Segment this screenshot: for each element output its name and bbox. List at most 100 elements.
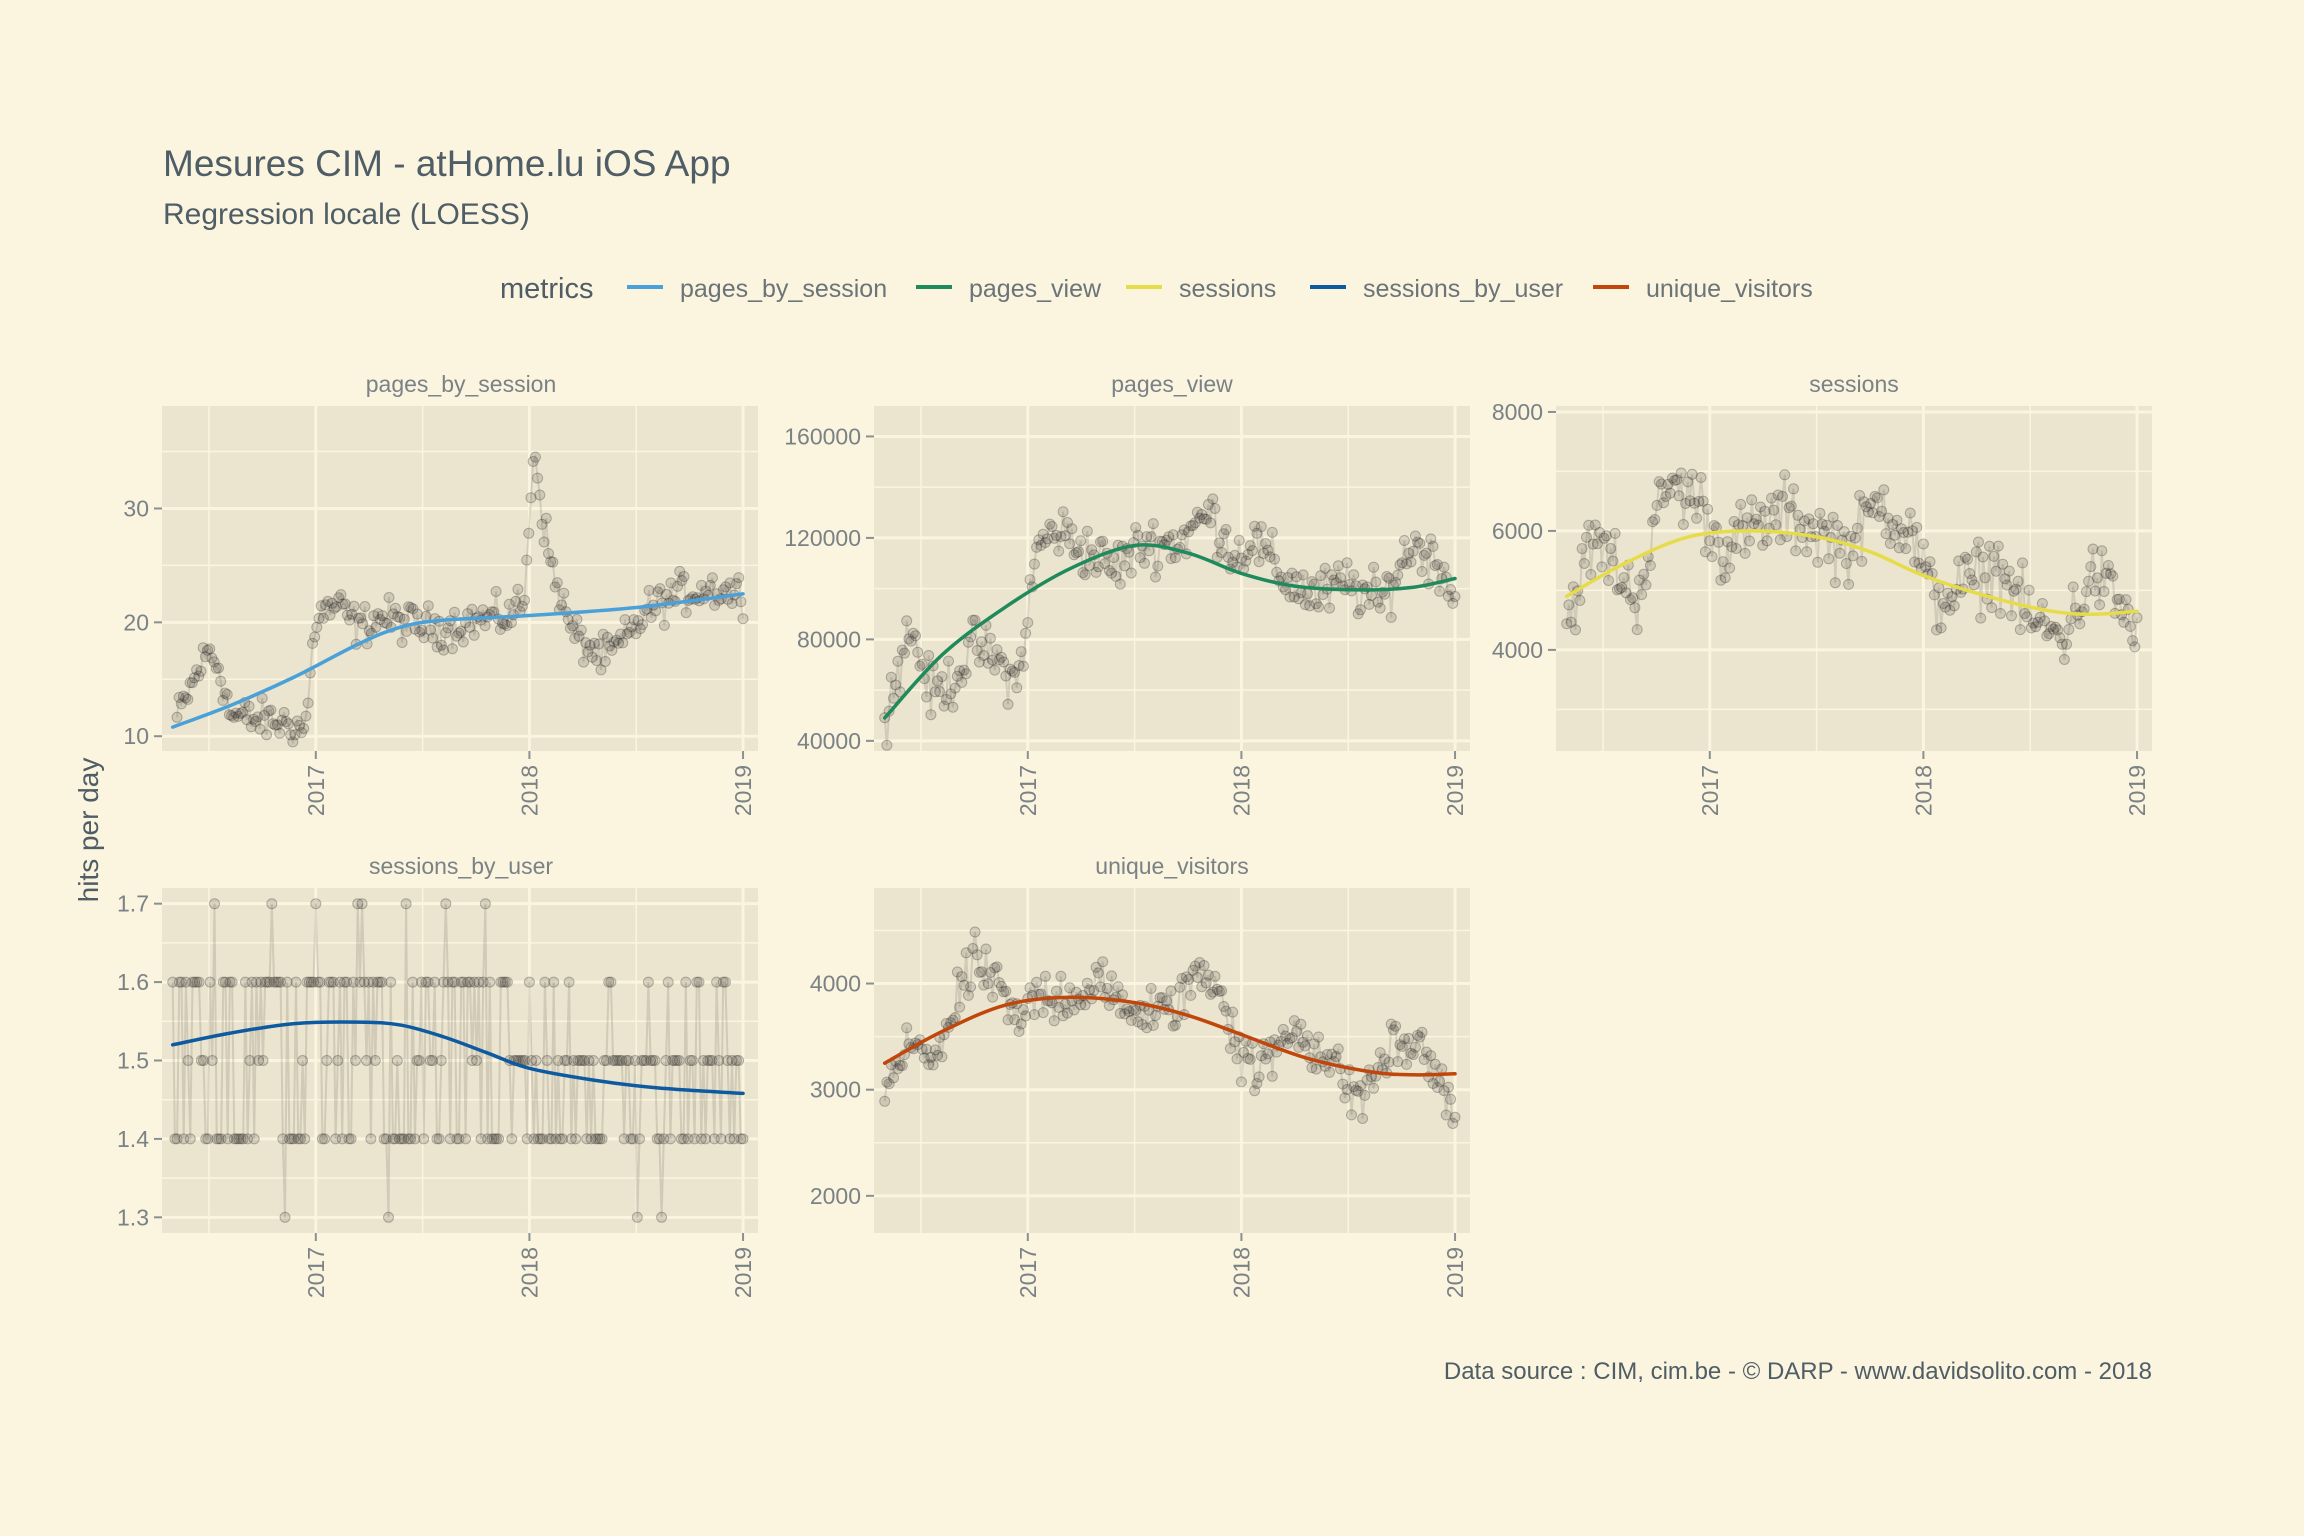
- observed-point: [1398, 1033, 1410, 1045]
- observed-point: [1396, 557, 1408, 569]
- observed-point: [1783, 502, 1795, 514]
- observed-point: [620, 1055, 632, 1066]
- observed-point: [1900, 543, 1912, 555]
- observed-point: [976, 966, 988, 978]
- observed-point: [1293, 593, 1305, 605]
- observed-point: [2118, 616, 2130, 628]
- observed-point: [272, 719, 283, 731]
- observed-point: [605, 976, 617, 988]
- observed-point: [586, 651, 598, 663]
- observed-point: [1332, 1043, 1344, 1055]
- observed-point: [896, 1060, 908, 1072]
- observed-point: [230, 707, 242, 719]
- observed-point: [1398, 535, 1410, 546]
- observed-point: [1931, 624, 1943, 636]
- observed-point: [1361, 1074, 1373, 1086]
- observed-point: [1752, 519, 1764, 531]
- observed-point: [726, 598, 738, 609]
- observed-point: [372, 976, 383, 988]
- observed-point: [934, 686, 946, 698]
- observed-point: [1906, 525, 1918, 537]
- y-tick-label: 2000: [810, 1183, 861, 1209]
- observed-point: [896, 644, 908, 656]
- observed-point: [180, 976, 192, 988]
- facet-strip-label: unique_visitors: [1095, 853, 1248, 879]
- observed-point: [1269, 553, 1280, 565]
- observed-point: [1977, 551, 1989, 563]
- observed-point: [960, 668, 972, 680]
- observed-point: [1704, 535, 1716, 547]
- observed-point: [368, 610, 380, 622]
- observed-point: [669, 1055, 681, 1066]
- observed-point: [464, 976, 476, 988]
- observed-point: [1374, 602, 1386, 614]
- observed-point: [1147, 518, 1159, 530]
- y-tick-label: 30: [123, 495, 149, 521]
- observed-point: [1666, 472, 1678, 484]
- observed-point: [299, 1133, 311, 1145]
- observed-point: [1995, 608, 2006, 619]
- observed-point: [264, 976, 276, 988]
- observed-point: [278, 706, 290, 718]
- x-tick-label: 2017: [303, 1247, 329, 1298]
- observed-point: [464, 621, 476, 633]
- observed-point: [1838, 526, 1850, 538]
- observed-point: [621, 628, 633, 640]
- observed-point: [987, 991, 999, 1003]
- legend-title: metrics: [500, 273, 593, 305]
- observed-point: [1319, 562, 1331, 574]
- observed-point: [1854, 490, 1866, 501]
- observed-point: [706, 1055, 718, 1066]
- observed-point: [261, 729, 273, 741]
- observed-point: [343, 1133, 355, 1145]
- observed-point: [1418, 1054, 1430, 1065]
- observed-point: [1284, 591, 1296, 603]
- observed-point: [623, 1055, 634, 1066]
- observed-point: [1898, 527, 1910, 538]
- observed-point: [497, 976, 509, 988]
- observed-point: [973, 966, 985, 978]
- observed-point: [691, 976, 703, 988]
- observed-point: [1990, 565, 2002, 577]
- observed-point: [1185, 520, 1197, 532]
- observed-point: [1114, 1007, 1126, 1019]
- observed-point: [940, 694, 952, 705]
- observed-point: [923, 1059, 935, 1071]
- observed-point: [280, 716, 292, 728]
- observed-point: [359, 601, 371, 612]
- observed-point: [352, 612, 364, 624]
- observed-point: [237, 706, 248, 718]
- observed-point: [643, 584, 655, 596]
- observed-point: [567, 620, 579, 632]
- observed-point: [523, 527, 535, 539]
- observed-point: [1372, 596, 1384, 608]
- observed-point: [191, 976, 203, 988]
- observed-point: [737, 1133, 749, 1145]
- legend-item-pages_by_session: pages_by_session: [627, 275, 887, 303]
- observed-point: [309, 631, 321, 643]
- observed-point: [995, 651, 1007, 663]
- observed-point: [1425, 533, 1437, 545]
- y-tick-label: 1.3: [117, 1204, 149, 1230]
- observed-point: [645, 612, 657, 623]
- observed-point: [1684, 495, 1696, 507]
- y-tick-label: 4000: [1492, 637, 1543, 663]
- observed-point: [314, 976, 326, 988]
- observed-point: [1348, 1081, 1360, 1093]
- observed-point: [468, 629, 480, 641]
- observed-point: [593, 638, 605, 650]
- observed-point: [339, 598, 351, 610]
- observed-point: [242, 1133, 254, 1145]
- observed-point: [1887, 519, 1899, 530]
- observed-point: [176, 976, 187, 988]
- observed-point: [1280, 1030, 1291, 1042]
- y-tick-label: 10: [123, 723, 149, 749]
- observed-point: [938, 700, 950, 712]
- observed-point: [232, 710, 244, 722]
- observed-point: [1229, 549, 1241, 561]
- observed-point: [1434, 1075, 1446, 1087]
- observed-point: [1671, 474, 1683, 486]
- observed-point: [1688, 497, 1700, 509]
- observed-point: [905, 635, 917, 647]
- observed-point: [1180, 971, 1192, 983]
